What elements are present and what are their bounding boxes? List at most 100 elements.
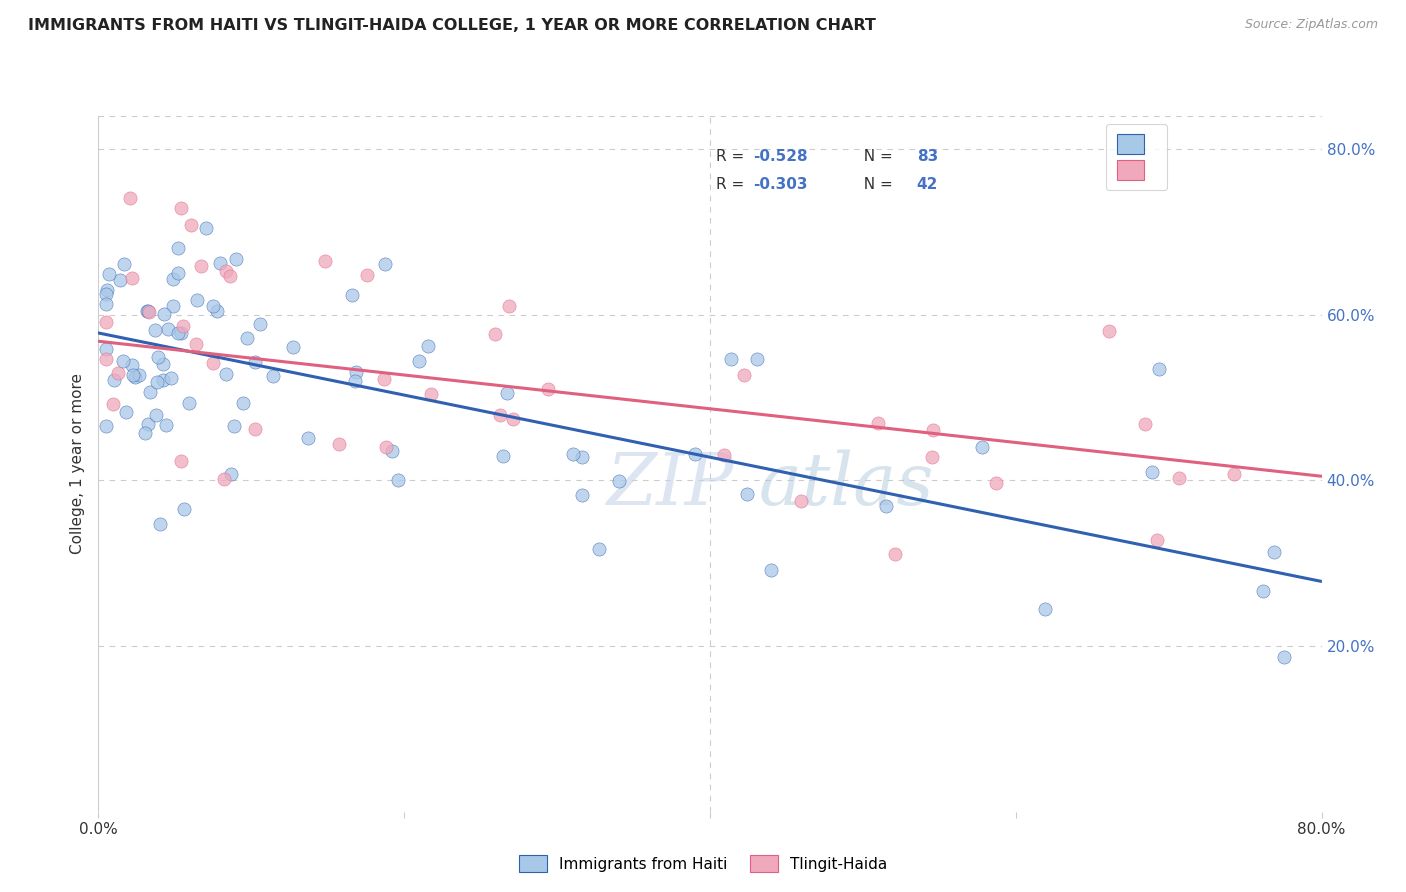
Point: [1033, 602, 1056, 616]
Text: N =: N =: [855, 149, 898, 164]
Point: [484, 327, 506, 342]
Text: R =: R =: [716, 149, 749, 164]
Text: IMMIGRANTS FROM HAITI VS TLINGIT-HAIDA COLLEGE, 1 YEAR OR MORE CORRELATION CHART: IMMIGRANTS FROM HAITI VS TLINGIT-HAIDA C…: [28, 18, 876, 33]
Point: [205, 304, 228, 318]
Point: [249, 318, 271, 332]
Point: [866, 416, 889, 430]
Point: [733, 368, 755, 382]
Point: [224, 418, 246, 433]
Point: [790, 493, 813, 508]
Point: [179, 396, 201, 410]
Point: [1098, 325, 1121, 339]
Legend: Immigrants from Haiti, Tlingit-Haida: Immigrants from Haiti, Tlingit-Haida: [512, 847, 894, 880]
Point: [138, 305, 160, 319]
Point: [561, 447, 583, 461]
Point: [492, 449, 515, 463]
Point: [314, 253, 336, 268]
Point: [121, 358, 143, 372]
Text: atlas: atlas: [759, 450, 935, 520]
Point: [186, 293, 208, 308]
Point: [112, 257, 135, 271]
Point: [145, 408, 167, 422]
Point: [496, 385, 519, 400]
Point: [94, 297, 117, 311]
Point: [94, 315, 117, 329]
Point: [713, 449, 735, 463]
Point: [118, 191, 141, 205]
Point: [984, 475, 1007, 490]
Point: [374, 257, 396, 271]
Point: [735, 486, 758, 500]
Point: [502, 412, 524, 426]
Point: [262, 369, 284, 384]
Point: [387, 473, 409, 487]
Point: [146, 376, 169, 390]
Point: [107, 366, 129, 380]
Point: [875, 499, 897, 513]
Point: [571, 488, 593, 502]
Point: [1140, 465, 1163, 479]
Point: [94, 351, 117, 366]
Point: [243, 355, 266, 369]
Point: [340, 287, 363, 301]
Text: N =: N =: [855, 177, 898, 192]
Point: [180, 218, 202, 232]
Text: 42: 42: [917, 177, 938, 192]
Point: [1272, 649, 1295, 664]
Point: [101, 397, 124, 411]
Point: [720, 351, 742, 366]
Point: [1146, 533, 1168, 547]
Point: [498, 299, 520, 313]
Legend: , : ,: [1107, 124, 1167, 190]
Point: [136, 304, 159, 318]
Point: [537, 382, 560, 396]
Point: [218, 268, 240, 283]
Point: [209, 255, 232, 269]
Point: [344, 365, 367, 379]
Point: [215, 264, 238, 278]
Point: [146, 350, 169, 364]
Point: [122, 368, 145, 383]
Point: [420, 387, 443, 401]
Point: [170, 326, 193, 340]
Point: [884, 547, 907, 561]
Point: [121, 271, 143, 285]
Point: [139, 385, 162, 400]
Point: [1251, 583, 1274, 598]
Point: [108, 273, 131, 287]
Point: [373, 372, 395, 386]
Point: [356, 268, 378, 283]
Point: [1223, 467, 1246, 482]
Point: [186, 337, 208, 351]
Point: [167, 241, 190, 255]
Point: [202, 299, 225, 313]
Point: [212, 472, 235, 486]
Point: [136, 417, 159, 431]
Point: [162, 272, 184, 286]
Point: [972, 440, 994, 454]
Point: [283, 340, 305, 354]
Point: [128, 368, 150, 383]
Point: [1133, 417, 1156, 432]
Point: [1263, 545, 1285, 559]
Point: [243, 422, 266, 436]
Point: [236, 331, 259, 345]
Point: [159, 371, 181, 385]
Point: [156, 322, 179, 336]
Point: [381, 443, 404, 458]
Point: [153, 307, 176, 321]
Point: [922, 423, 945, 437]
Point: [195, 221, 218, 235]
Point: [588, 541, 610, 556]
Point: [96, 287, 118, 301]
Point: [162, 299, 184, 313]
Point: [170, 453, 193, 467]
Text: R =: R =: [716, 177, 749, 192]
Point: [145, 323, 167, 337]
Point: [166, 326, 188, 341]
Point: [408, 353, 430, 368]
Point: [488, 408, 510, 422]
Point: [96, 283, 118, 297]
Text: -0.303: -0.303: [752, 177, 807, 192]
Point: [685, 447, 707, 461]
